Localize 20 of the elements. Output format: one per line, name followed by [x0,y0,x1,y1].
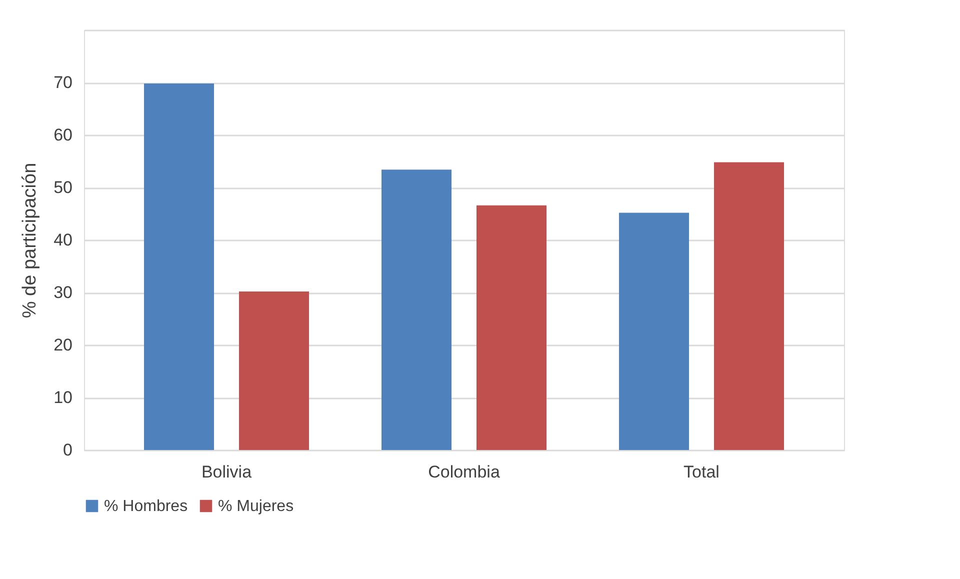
bar [239,291,309,450]
bar [382,170,452,450]
y-axis-title: % de participación [20,162,41,318]
y-tick-label: 70 [54,73,72,92]
y-tick-label: 10 [54,388,72,407]
y-tick-label: 20 [54,336,72,354]
bar [144,84,214,450]
y-tick-label: 50 [54,178,72,197]
bar [619,212,689,450]
bar [476,205,546,450]
legend-label: % Hombres [104,498,188,515]
x-tick-label: Total [684,462,720,482]
y-tick-label: 60 [54,126,72,144]
bar [714,162,784,450]
y-tick-label: 0 [63,440,72,460]
x-tick-label: Bolivia [201,462,252,482]
y-tick-label: 40 [54,230,72,250]
y-tick-label: 30 [54,283,72,302]
legend-label: % Mujeres [218,498,294,515]
x-tick-label: Colombia [428,462,500,482]
